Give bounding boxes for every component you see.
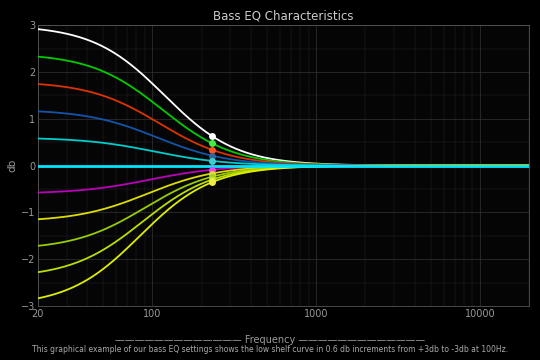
Text: This graphical example of our bass EQ settings shows the low shelf curve in 0.6 : This graphical example of our bass EQ se… [32,345,508,354]
Y-axis label: db: db [8,159,18,172]
Title: Bass EQ Characteristics: Bass EQ Characteristics [213,10,354,23]
Text: ————————————— Frequency —————————————: ————————————— Frequency ————————————— [115,335,425,345]
